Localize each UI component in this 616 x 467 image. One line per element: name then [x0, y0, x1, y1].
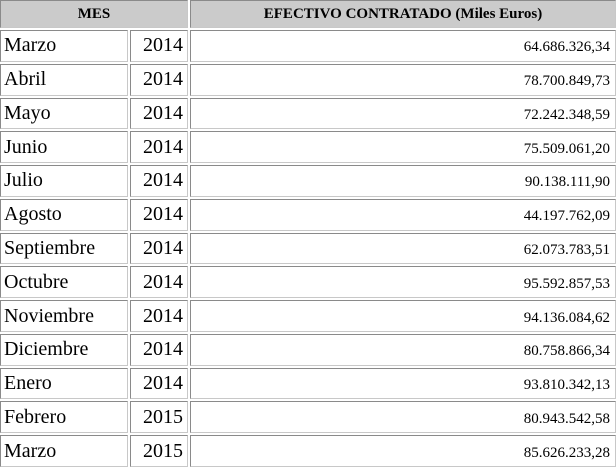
year-cell: 2014 [130, 30, 188, 62]
year-cell: 2014 [130, 97, 188, 130]
month-cell: Octubre [0, 266, 128, 299]
month-cell: Septiembre [0, 232, 128, 265]
year-cell: 2015 [130, 401, 188, 434]
value-cell: 85.626.233,28 [190, 435, 616, 467]
value-cell: 62.073.783,51 [190, 232, 616, 265]
year-cell: 2014 [130, 367, 188, 400]
year-cell: 2014 [130, 131, 188, 164]
year-cell: 2015 [130, 435, 188, 467]
value-cell: 95.592.857,53 [190, 266, 616, 299]
value-cell: 90.138.111,90 [190, 165, 616, 197]
header-cell: MES [0, 0, 188, 28]
year-cell: 2014 [130, 232, 188, 265]
header-cell: EFECTIVO CONTRATADO (Miles Euros) [190, 0, 616, 28]
month-cell: Agosto [0, 198, 128, 231]
value-cell: 94.136.084,62 [190, 300, 616, 332]
year-cell: 2014 [130, 333, 188, 366]
year-cell: 2014 [130, 300, 188, 332]
month-cell: Enero [0, 367, 128, 400]
month-cell: Abril [0, 63, 128, 96]
value-cell: 93.810.342,13 [190, 367, 616, 400]
month-cell: Noviembre [0, 300, 128, 332]
month-cell: Marzo [0, 30, 128, 62]
month-cell: Diciembre [0, 333, 128, 366]
year-cell: 2014 [130, 266, 188, 299]
month-cell: Marzo [0, 435, 128, 467]
value-cell: 72.242.348,59 [190, 97, 616, 130]
value-cell: 75.509.061,20 [190, 131, 616, 164]
value-cell: 64.686.326,34 [190, 30, 616, 62]
month-cell: Junio [0, 131, 128, 164]
month-cell: Mayo [0, 97, 128, 130]
value-cell: 44.197.762,09 [190, 198, 616, 231]
value-cell: 80.758.866,34 [190, 333, 616, 366]
value-cell: 80.943.542,58 [190, 401, 616, 434]
year-cell: 2014 [130, 165, 188, 197]
value-cell: 78.700.849,73 [190, 63, 616, 96]
year-cell: 2014 [130, 198, 188, 231]
year-cell: 2014 [130, 63, 188, 96]
month-cell: Julio [0, 165, 128, 197]
month-cell: Febrero [0, 401, 128, 434]
